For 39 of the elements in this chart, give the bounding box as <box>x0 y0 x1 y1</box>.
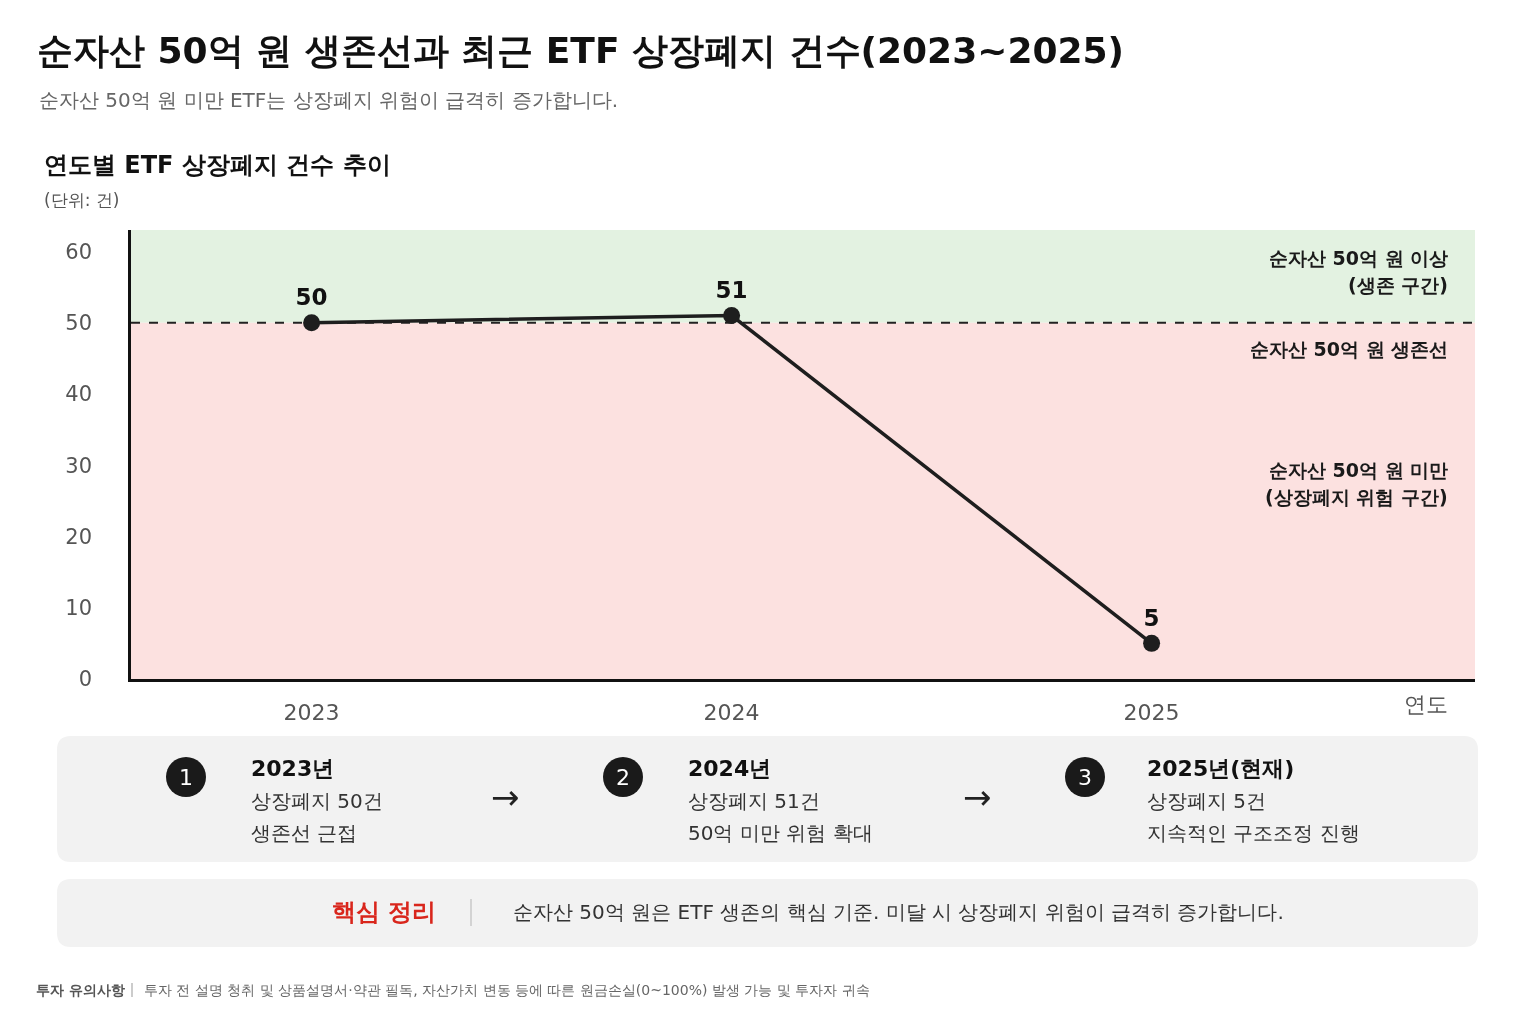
data-label: 50 <box>295 284 328 311</box>
text: → <box>963 777 992 817</box>
y-tick-label: 20 <box>65 524 93 549</box>
text: 2025년(현재) <box>1147 756 1295 781</box>
y-tick-label: 50 <box>65 311 93 335</box>
chart-subtitle: 순자산 50억 원 미만 ETF는 상장폐지 위험이 급격히 증가합니다. <box>39 88 619 112</box>
point <box>723 307 741 325</box>
x-tick-label: 2025 <box>1123 700 1180 726</box>
y-tick-label: 10 <box>65 596 93 621</box>
point <box>1143 634 1161 652</box>
y-tick-label: 40 <box>65 382 93 407</box>
ref-line-label: 순자산 50억 원 생존선 <box>1250 338 1449 360</box>
text: 연도별 ETF 상장폐지 건수 추이 <box>44 151 391 179</box>
y-tick-label: 0 <box>78 667 93 692</box>
y-tick-label: 30 <box>65 453 93 478</box>
x-axis-title: 연도 <box>1404 692 1448 717</box>
text: 2023년 <box>251 756 335 781</box>
y-tick-label: 60 <box>65 239 93 264</box>
y-axis-title: (단위: 건) <box>44 190 120 210</box>
text: 상장폐지 51건 50억 미만 위험 확대 <box>688 789 873 845</box>
band-label: 순자산 50억 원 미만 (상장폐지 위험 구간) <box>1265 459 1449 508</box>
x-tick-label: 2024 <box>703 700 760 726</box>
text: 상장폐지 5건 지속적인 구조조정 진행 <box>1147 789 1360 845</box>
chart-title: 순자산 50억 원 생존선과 최근 ETF 상장폐지 건수(2023~2025) <box>37 29 1125 71</box>
data-label: 5 <box>1143 604 1160 631</box>
text: 상장폐지 50건 생존선 근접 <box>251 789 383 845</box>
text: 핵심 정리 <box>332 898 437 926</box>
text: 2024년 <box>688 756 772 781</box>
text: 순자산 50억 원은 ETF 생존의 핵심 기준. 미달 시 상장폐지 위험이 급격히 증가합니다. <box>513 900 1284 924</box>
text: 투자 전 설명 청취 및 상품설명서·약관 필독, 자산가치 변동 등에 따른 원금손실(0~100%) 발생 가능 및 투자자 귀속 <box>144 982 870 998</box>
text: 투자 유의사항 <box>36 982 125 998</box>
text: 3 <box>1078 765 1092 790</box>
data-label: 51 <box>715 277 748 304</box>
band-label: 순자산 50억 원 이상 (생존 구간) <box>1269 247 1449 296</box>
point <box>303 314 321 332</box>
text: 1 <box>179 765 193 790</box>
text: 2 <box>616 765 630 790</box>
x-tick-label: 2023 <box>283 700 340 726</box>
text: → <box>491 777 520 817</box>
